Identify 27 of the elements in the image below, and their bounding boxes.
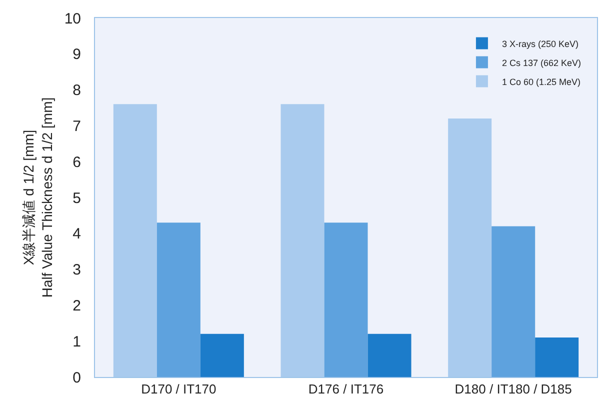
y-tick-label: 6 [72,154,81,171]
bar [156,222,200,377]
y-tick-label: 7 [72,118,81,135]
y-axis-title: X線半減値 d 1/2 [mm] Half Value Thickness d 1/2 [mm] [20,97,55,298]
bar [280,104,324,377]
legend-label: 1 Co 60 (1.25 MeV) [502,76,581,87]
legend-label: 3 X-rays (250 KeV) [502,38,578,49]
bar [324,222,368,377]
y-tick-label: 8 [72,82,81,100]
bar [368,334,412,377]
y-tick-label: 10 [64,10,81,28]
bar [113,104,157,377]
y-tick-label: 9 [72,46,81,64]
y-tick-label: 5 [72,190,81,207]
bar [492,226,536,377]
y-tick-label: 3 [72,262,81,279]
y-tick-label: 4 [72,226,81,243]
bar [448,118,492,377]
x-tick-label: D176 / IT176 [308,382,384,397]
y-tick-label: 1 [72,333,81,350]
legend-label: 2 Cs 137 (662 KeV) [502,58,582,68]
x-tick-label: D170 / IT170 [141,382,216,397]
x-tick-label: D180 / IT180 / D185 [454,382,572,397]
bar [200,334,244,377]
y-tick-label: 2 [72,297,81,314]
y-tick-label: 0 [72,369,81,386]
bar [535,338,579,377]
